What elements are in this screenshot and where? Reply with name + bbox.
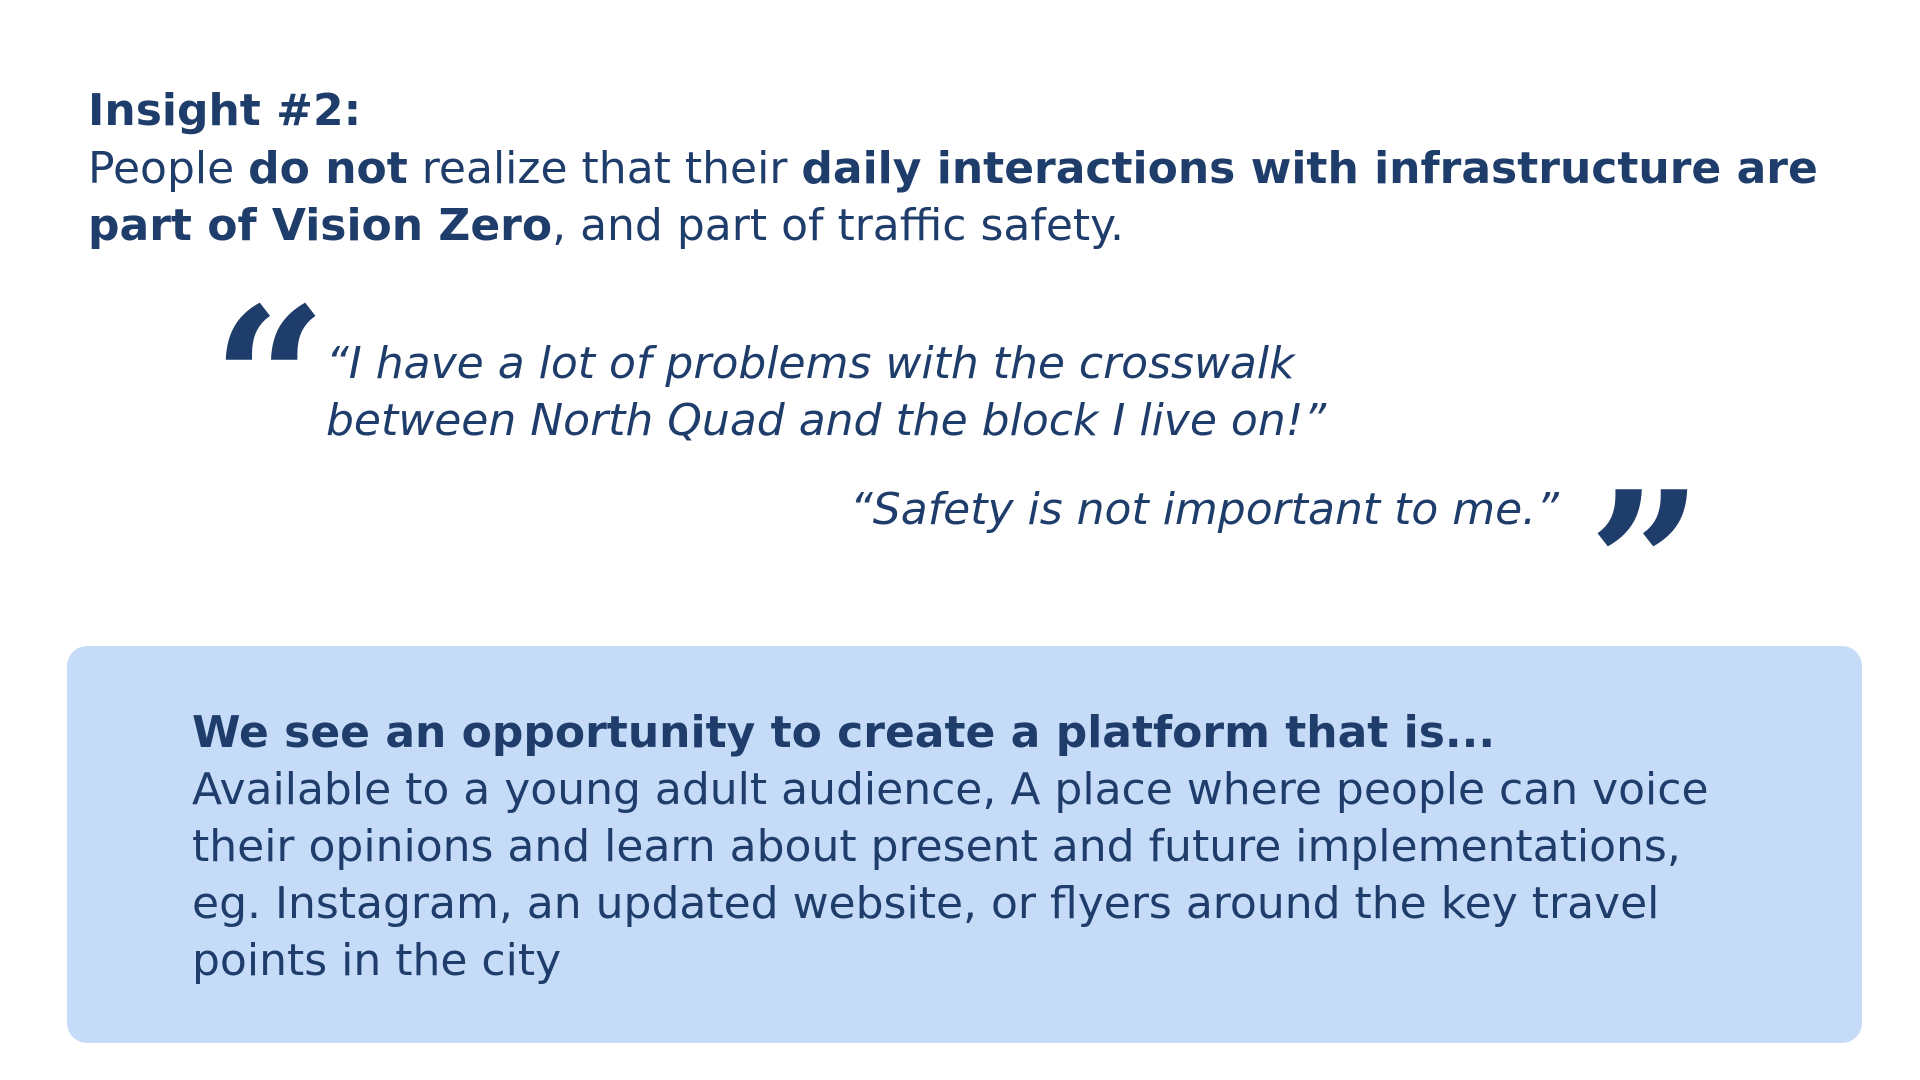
opportunity-box: We see an opportunity to create a platfo… <box>67 646 1862 1043</box>
insight-text-part-3: , and part of traffic safety. <box>552 200 1124 251</box>
insight-text-part-2: realize that their <box>407 143 802 194</box>
quote-safety: “Safety is not important to me.” <box>850 484 1559 535</box>
insight-section: Insight #2: People do not realize that t… <box>88 82 1848 254</box>
insight-title: Insight #2: <box>88 85 362 136</box>
insight-text-part-1: People <box>88 143 249 194</box>
close-quote-icon: ” <box>1588 448 1704 683</box>
insight-bold-daily-interactions: daily interactions with infrastructure a… <box>88 143 1818 251</box>
insight-bold-do-not: do not <box>248 143 408 194</box>
quote-crosswalk: “I have a lot of problems with the cross… <box>326 338 1327 446</box>
open-quote-icon: “ <box>212 264 328 499</box>
opportunity-text: Available to a young adult audience, A p… <box>192 764 1709 986</box>
insight-text: People do not realize that their daily i… <box>88 140 1848 254</box>
opportunity-title: We see an opportunity to create a platfo… <box>192 707 1496 758</box>
